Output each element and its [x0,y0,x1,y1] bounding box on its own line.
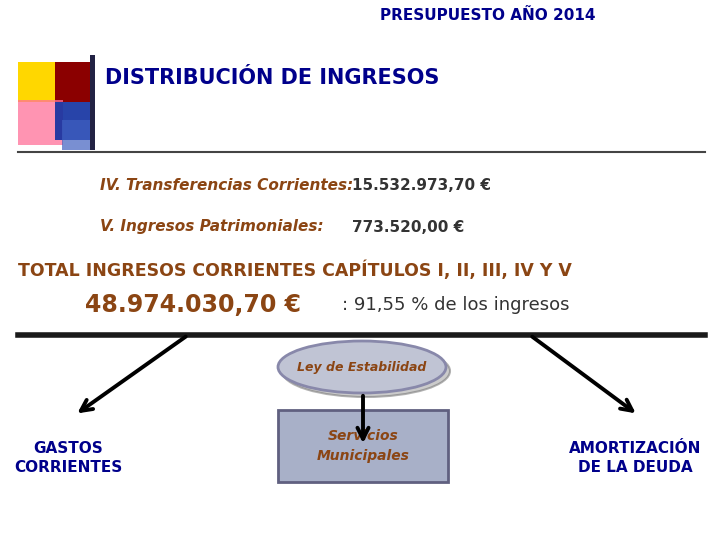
Bar [62,120,92,150]
Text: 48.974.030,70 €: 48.974.030,70 € [85,293,301,317]
Text: Servicios
Municipales: Servicios Municipales [317,429,410,463]
Text: TOTAL INGRESOS CORRIENTES CAPÍTULOS I, II, III, IV Y V: TOTAL INGRESOS CORRIENTES CAPÍTULOS I, I… [18,260,572,280]
Ellipse shape [282,345,450,397]
Text: AMORTIZACIÓN
DE LA DEUDA: AMORTIZACIÓN DE LA DEUDA [569,441,701,475]
Bar [18,100,63,145]
Bar [55,62,93,102]
Bar [90,55,95,150]
Ellipse shape [278,341,446,393]
Text: 773.520,00 €: 773.520,00 € [352,219,464,234]
FancyBboxPatch shape [278,410,448,482]
Text: PRESUPUESTO AÑO 2014: PRESUPUESTO AÑO 2014 [380,8,595,23]
Text: V. Ingresos Patrimoniales:: V. Ingresos Patrimoniales: [100,219,323,234]
Text: GASTOS
CORRIENTES: GASTOS CORRIENTES [14,441,122,475]
Text: : 91,55 % de los ingresos: : 91,55 % de los ingresos [342,296,570,314]
Text: IV. Transferencias Corrientes:: IV. Transferencias Corrientes: [100,178,354,192]
Text: DISTRIBUCIÓN DE INGRESOS: DISTRIBUCIÓN DE INGRESOS [105,68,439,88]
Bar [55,102,93,140]
Text: 15.532.973,70 €: 15.532.973,70 € [352,178,491,192]
Text: Ley de Estabilidad: Ley de Estabilidad [297,361,427,374]
Bar [18,62,58,102]
